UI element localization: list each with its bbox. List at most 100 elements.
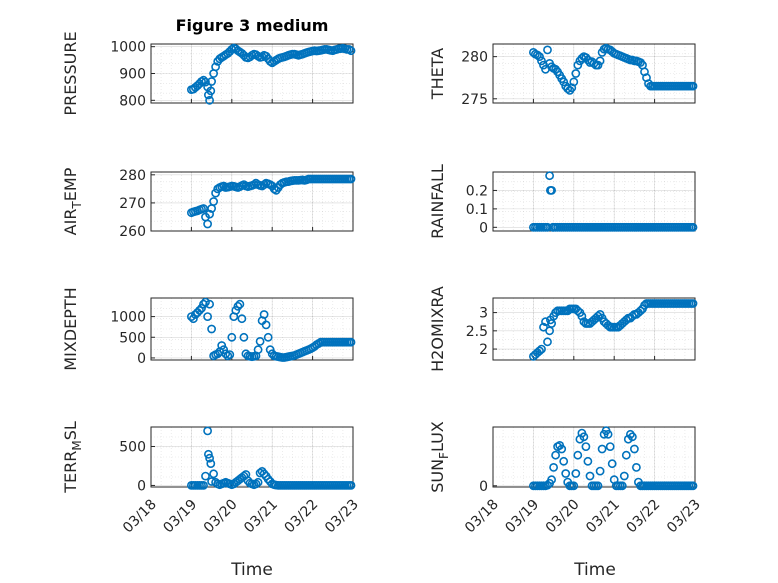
data-point	[537, 344, 546, 354]
data-point	[203, 219, 212, 229]
data-point	[543, 337, 552, 347]
data-point	[261, 320, 271, 330]
data-point	[203, 312, 212, 321]
data-point	[259, 469, 269, 479]
y-tick-label: 3	[479, 306, 488, 322]
x-tick-label: 03/21	[583, 497, 623, 537]
data-point	[603, 429, 613, 439]
data-point	[535, 52, 544, 61]
x-tick-label: 03/22	[282, 497, 322, 537]
data-point	[263, 332, 273, 342]
data-point	[688, 481, 698, 491]
y-tick-label: 0	[137, 478, 146, 494]
subplot-terr: 0 500 03/18 03/19 03/20 03/21 03/22 03/23 TERRMS…	[61, 421, 362, 536]
y-axis-label-rest: EMP	[61, 167, 80, 201]
data-point	[563, 84, 573, 94]
data-point	[573, 60, 583, 70]
y-tick-label: 800	[119, 93, 146, 109]
plot-area	[492, 297, 696, 361]
data-point	[593, 60, 603, 70]
data-point	[688, 299, 698, 308]
data-point	[188, 314, 198, 324]
data-point	[573, 306, 583, 316]
y-axis-label: PRESSURE	[61, 31, 80, 115]
data-point	[197, 303, 206, 313]
data-point	[253, 477, 263, 487]
data-point	[551, 450, 560, 460]
y-axis-label: SUNFLUX	[428, 421, 451, 493]
subplot-h2omixra: 2 2.5 3 H2OMIXRA	[428, 286, 698, 372]
data-point	[219, 181, 229, 191]
x-tick-label: 03/20	[201, 497, 241, 537]
data-point	[621, 450, 631, 460]
x-tick-label: 03/18	[120, 497, 160, 537]
y-tick-label: 500	[119, 330, 146, 346]
plot-area	[492, 43, 696, 104]
subplot-theta: 275 280 THETA	[428, 43, 698, 108]
data-point	[346, 337, 356, 347]
plot-area	[492, 171, 696, 232]
y-axis-label-main: H2OMIXRA	[428, 286, 447, 372]
data-point	[688, 222, 698, 232]
data-point	[203, 449, 213, 459]
x-tick-label: 03/19	[502, 497, 542, 537]
data-point	[547, 475, 556, 485]
data-point	[569, 481, 579, 491]
data-point	[346, 46, 356, 56]
x-tick-label: 03/18	[462, 497, 502, 537]
data-point	[211, 188, 220, 198]
x-axis-label-right: Time	[573, 560, 616, 580]
y-axis-label-rest: SL	[61, 421, 80, 440]
x-tick-label: 03/23	[664, 497, 704, 537]
data-point	[235, 299, 245, 309]
y-axis-label-main: PRESSURE	[61, 31, 80, 115]
data-point	[209, 469, 218, 479]
y-tick-label: 280	[461, 50, 488, 66]
data-point	[607, 459, 617, 469]
data-point	[251, 479, 261, 489]
data-point	[199, 75, 208, 85]
data-point	[585, 471, 595, 481]
data-point	[346, 174, 356, 184]
y-tick-label: 270	[119, 196, 146, 212]
data-point	[201, 77, 210, 87]
y-axis-label-main: MIXDEPTH	[61, 287, 80, 370]
data-point	[199, 480, 208, 490]
data-point	[199, 299, 208, 309]
data-point	[597, 444, 607, 454]
y-tick-label: 280	[119, 168, 146, 184]
data-point	[205, 299, 214, 309]
data-point	[559, 456, 569, 466]
data-point	[346, 480, 356, 490]
y-tick-label: 0	[479, 479, 488, 495]
y-tick-label: 0.2	[466, 183, 488, 199]
data-point	[217, 341, 227, 350]
y-axis-label-main: SUN	[428, 459, 447, 493]
data-point	[209, 197, 218, 206]
data-point	[205, 453, 214, 463]
y-axis-label-sub: T	[70, 201, 84, 210]
data-point	[535, 346, 544, 356]
data-point	[573, 450, 583, 460]
data-point	[206, 86, 216, 96]
subplot-air: 260 270 280 AIRTEMP	[61, 167, 356, 240]
y-tick-label: 0	[479, 220, 488, 236]
data-point	[543, 480, 552, 490]
x-tick-label: 03/21	[241, 497, 281, 537]
data-point	[533, 50, 542, 60]
data-point	[621, 315, 631, 325]
figure-title: Figure 3 medium	[176, 16, 329, 35]
data-point	[213, 349, 223, 359]
data-point	[630, 444, 639, 454]
y-tick-label: 1000	[110, 40, 146, 56]
subplot-pressure: 800 900 1000 PRESSURE	[61, 31, 356, 116]
y-tick-label: 0	[137, 351, 146, 367]
y-axis-label: TERRMSL	[61, 421, 84, 494]
data-point	[595, 56, 605, 66]
data-point	[595, 466, 605, 476]
data-point	[206, 459, 216, 468]
data-point	[207, 77, 216, 86]
data-point	[253, 345, 263, 355]
data-point	[577, 53, 587, 63]
data-point	[195, 305, 204, 315]
